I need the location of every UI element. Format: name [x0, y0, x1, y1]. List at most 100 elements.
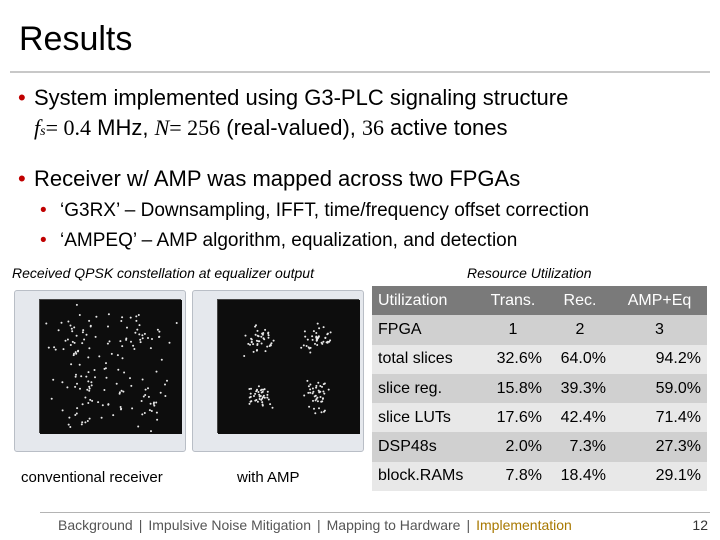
constellation-point: [156, 418, 159, 421]
constellation-point: [71, 340, 74, 343]
constellation-point: [73, 326, 76, 329]
n-symbol: N: [154, 115, 170, 140]
constellation-point: [129, 377, 131, 380]
constellation-point: [305, 345, 308, 347]
constellation-point: [67, 423, 70, 426]
constellation-point: [88, 387, 91, 390]
constellation-point: [314, 342, 316, 345]
constellation-point: [87, 402, 90, 404]
constellation-point: [258, 340, 261, 343]
constellation-point: [307, 385, 310, 388]
footer-item-mapping[interactable]: Mapping to Hardware: [326, 517, 461, 533]
constellation-point: [143, 412, 146, 414]
constellation-point: [244, 334, 247, 337]
constellation-point: [141, 334, 144, 337]
constellation-point: [317, 389, 320, 392]
constellation-point: [155, 401, 158, 404]
constellation-point: [81, 421, 84, 424]
constellation-point: [311, 387, 314, 390]
constellation-point: [149, 347, 152, 350]
constellation-scatter: [218, 300, 360, 434]
footer-divider: [40, 512, 710, 513]
constellation-point: [141, 413, 144, 416]
constellation-point: [266, 345, 269, 348]
constellation-point: [62, 348, 65, 351]
bullet-2-sub-2-text: ‘AMPEQ’ – AMP algorithm, equalization, a…: [60, 230, 518, 251]
constellation-point: [303, 330, 306, 333]
constellation-point: [320, 411, 323, 414]
constellation-point: [134, 331, 137, 334]
constellation-point: [76, 382, 78, 385]
constellation-point: [323, 409, 326, 412]
constellation-point: [269, 403, 272, 406]
constellation-point: [125, 338, 128, 341]
constellation-point: [103, 367, 106, 370]
constellation-point: [315, 386, 318, 389]
constellation-point: [248, 388, 251, 390]
constellation-point: [309, 391, 312, 394]
constellation-point: [78, 314, 81, 316]
row-label: FPGA: [372, 315, 478, 345]
page-title: Results: [19, 20, 133, 58]
constellation-point: [87, 371, 90, 374]
table-caption: Resource Utilization: [467, 265, 592, 281]
constellation-point: [129, 316, 132, 319]
constellation-point: [141, 378, 144, 381]
constellation-point: [80, 375, 83, 378]
constellation-point: [81, 403, 84, 406]
table-row: total slices 32.6% 64.0% 94.2%: [372, 344, 707, 374]
constellation-point: [57, 329, 60, 332]
cell-amp-eq: 71.4%: [612, 403, 707, 433]
row-label: DSP48s: [372, 432, 478, 462]
constellation-point: [78, 363, 81, 366]
constellation-point: [311, 338, 314, 341]
constellation-point: [322, 340, 325, 343]
constellation-point: [73, 341, 76, 344]
constellation-point: [69, 344, 72, 346]
footer-item-background[interactable]: Background: [58, 517, 133, 533]
constellation-point: [256, 334, 259, 337]
footer-item-impulsive-noise[interactable]: Impulsive Noise Mitigation: [148, 517, 311, 533]
bullet-1-text: System implemented using G3-PLC signalin…: [34, 85, 569, 110]
footer-item-implementation[interactable]: Implementation: [476, 517, 572, 533]
constellation-point: [150, 410, 153, 412]
label-with-amp: with AMP: [237, 469, 300, 486]
constellation-point: [261, 333, 264, 336]
constellation-point: [82, 329, 85, 332]
constellation-point: [264, 328, 267, 331]
constellation-point: [81, 342, 84, 345]
constellation-point: [74, 385, 77, 388]
constellation-point: [307, 391, 310, 394]
constellation-point: [164, 395, 167, 397]
constellation-point: [88, 385, 91, 388]
constellation-point: [323, 392, 326, 395]
constellation-point: [252, 343, 255, 346]
constellation-point: [130, 340, 132, 343]
figure-caption: Received QPSK constellation at equalizer…: [12, 265, 314, 281]
constellation-point: [106, 342, 109, 345]
constellation-point: [80, 423, 83, 426]
bullet-2-sub-1-text: ‘G3RX’ – Downsampling, IFFT, time/freque…: [60, 200, 590, 221]
constellation-point: [303, 394, 306, 397]
constellation-point: [316, 396, 319, 399]
cell-trans: 15.8%: [478, 373, 548, 404]
constellation-point: [138, 333, 141, 336]
constellation-point: [139, 341, 142, 344]
constellation-point: [266, 393, 269, 396]
constellation-point: [88, 319, 91, 322]
cell-trans: 17.6%: [478, 403, 548, 433]
constellation-point: [133, 348, 136, 350]
constellation-point: [74, 414, 77, 416]
cell-rec: 7.3%: [548, 432, 612, 462]
constellation-point: [263, 396, 266, 399]
constellation-point: [98, 355, 101, 358]
constellation-point: [148, 409, 151, 412]
constellation-point: [108, 340, 111, 343]
constellation-point: [259, 389, 262, 392]
constellation-point: [327, 388, 330, 391]
constellation-point: [258, 395, 261, 398]
constellation-point: [166, 379, 168, 382]
constellation-point: [144, 388, 147, 391]
constellation-point: [326, 332, 329, 335]
constellation-point: [88, 389, 91, 392]
